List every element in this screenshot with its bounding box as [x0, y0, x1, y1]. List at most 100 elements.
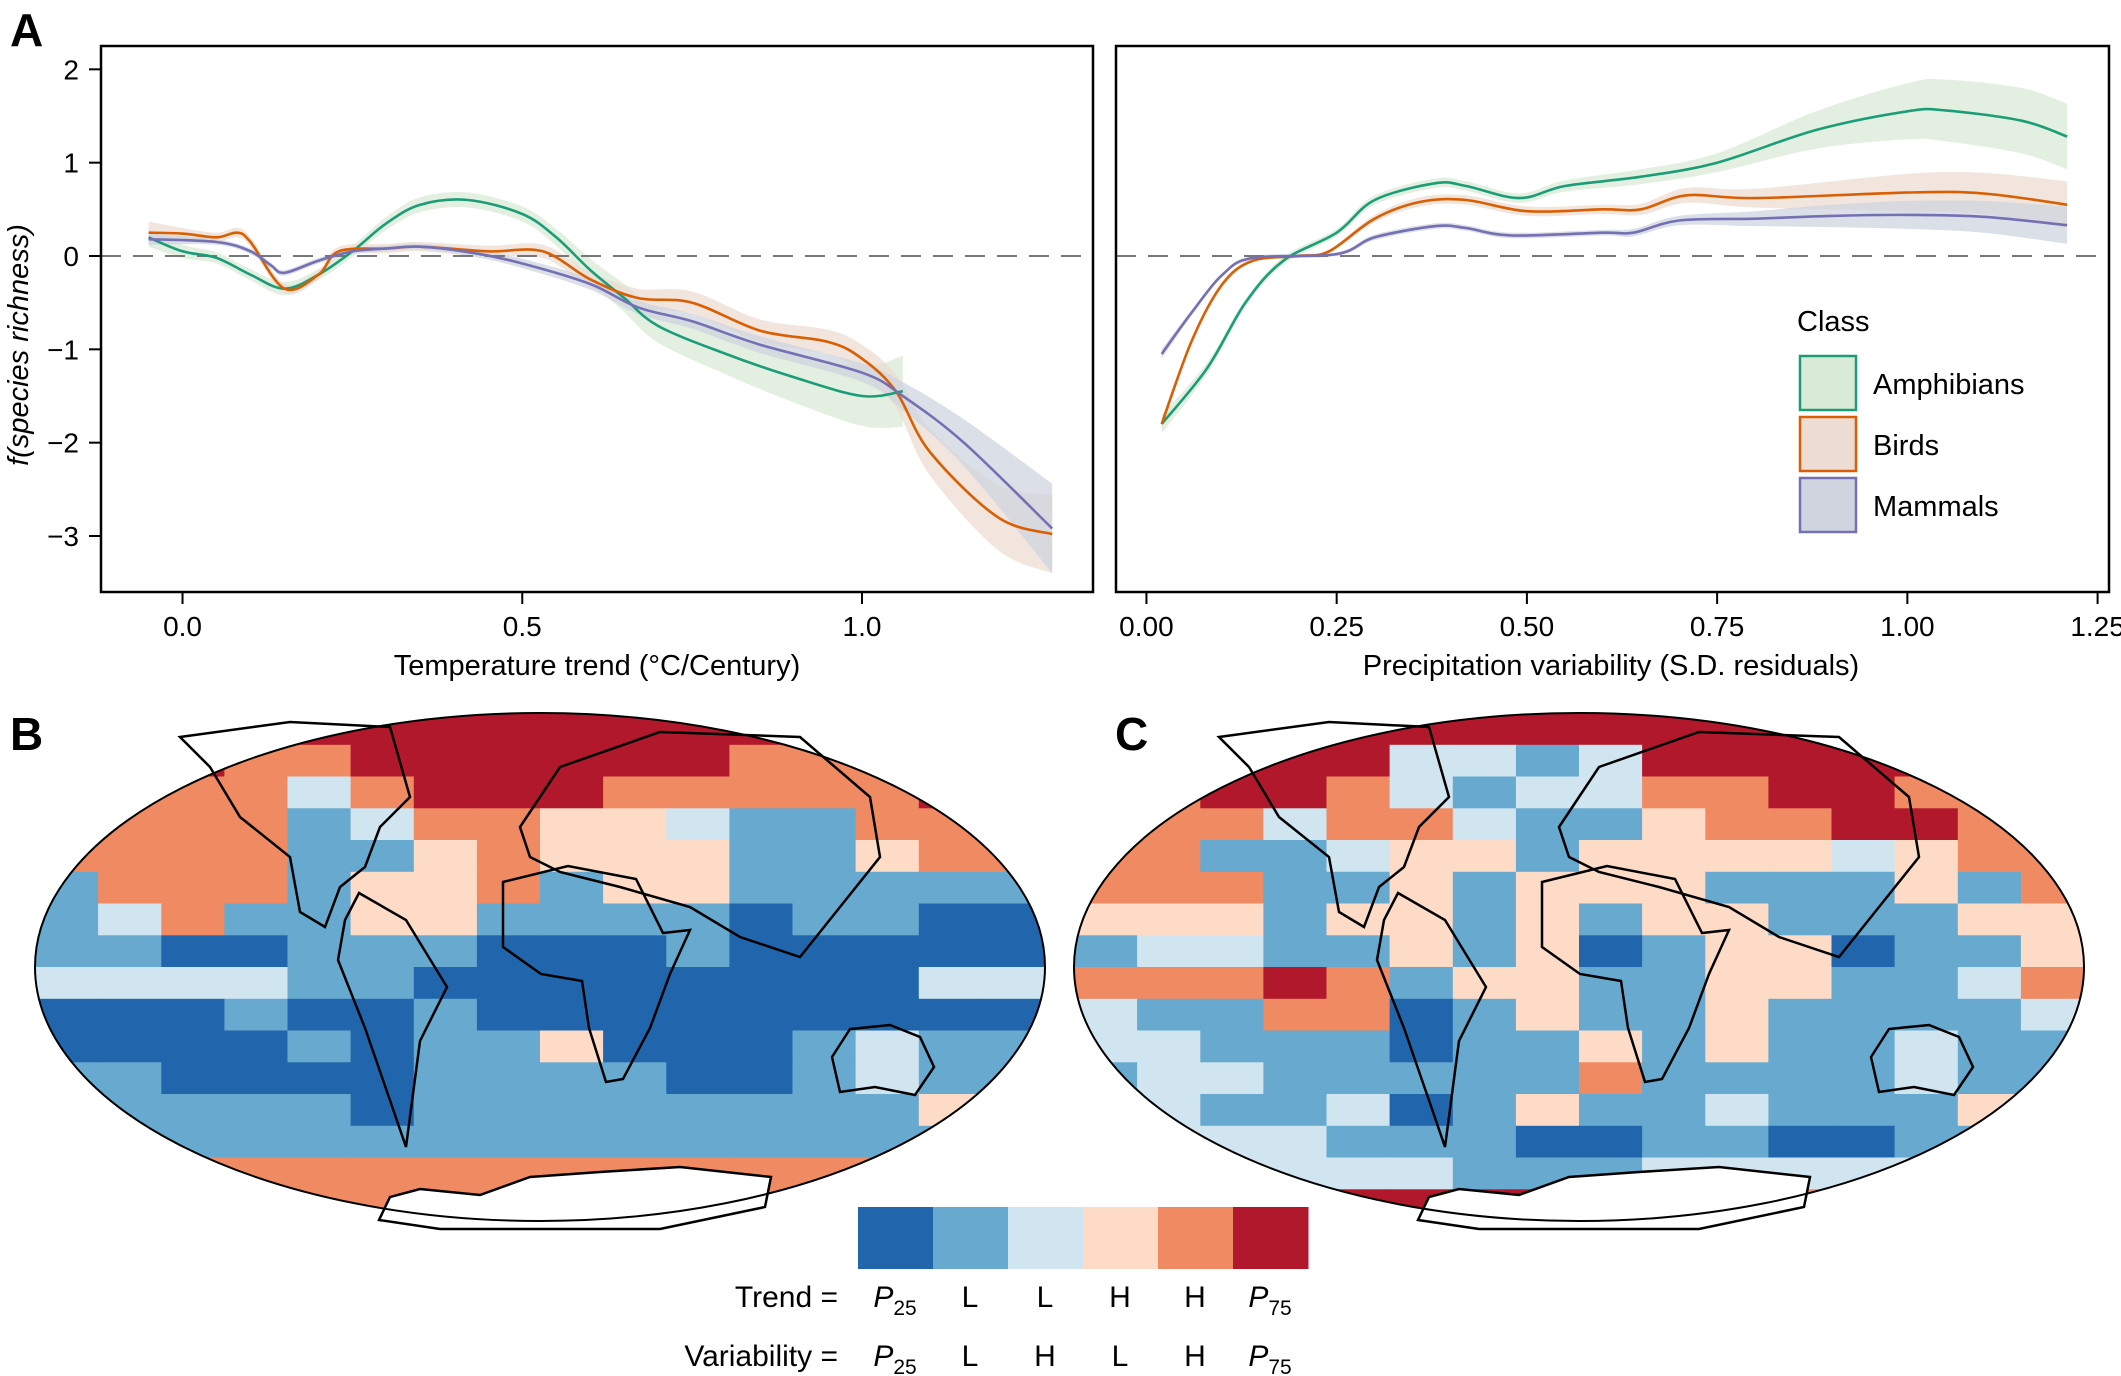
series-lines [1160, 107, 2068, 425]
map-cell [2020, 744, 2084, 778]
color-key-swatch [1233, 1207, 1309, 1269]
map-cell [476, 744, 541, 778]
map-cell [1957, 1125, 2022, 1159]
map-cell [1705, 935, 1770, 968]
map-cell [413, 1125, 478, 1159]
map-cell [98, 713, 162, 746]
map-cell [2020, 935, 2084, 968]
color-key-swatch [1083, 1207, 1159, 1269]
color-key-swatch [858, 1207, 934, 1269]
map-cell [161, 808, 226, 841]
x-tick-label: 0.25 [1309, 611, 1364, 642]
map-cell [1074, 1030, 1138, 1063]
color-key-label: P25 [873, 1340, 916, 1376]
label-main: H [1184, 1340, 1206, 1373]
map-cell [1137, 967, 1201, 1000]
color-key-label: L [962, 1340, 979, 1373]
map-cell [1957, 871, 2022, 905]
map-cell [855, 1030, 920, 1063]
color-key-label: P25 [873, 1281, 916, 1320]
map-cell [1831, 1094, 1896, 1127]
map-cell [792, 1094, 857, 1127]
map-cell [729, 808, 794, 841]
map-cell [35, 935, 99, 968]
map-cell [1894, 808, 1959, 841]
label-main: H [1184, 1281, 1206, 1314]
map-cell [1389, 967, 1454, 1000]
map-cell [161, 1125, 226, 1159]
map-cell [287, 998, 352, 1032]
map-cell [35, 1062, 99, 1095]
x-tick-label: 0.0 [163, 611, 202, 642]
map-cell [1515, 744, 1580, 778]
map-cell [476, 808, 541, 841]
label-main: L [962, 1281, 979, 1314]
map-cell [1515, 998, 1580, 1032]
map-cell [1579, 1062, 1643, 1095]
map-cell [918, 744, 983, 778]
map-cell [1074, 776, 1138, 809]
africa-outline [501, 864, 693, 1084]
map-cell [981, 1125, 1045, 1159]
map-cell [2020, 808, 2084, 841]
map-cell [1579, 1125, 1643, 1159]
legend-swatch-amphibians [1798, 354, 1858, 412]
map-cell [1831, 998, 1896, 1032]
map-cell [98, 1189, 162, 1221]
map-cell [287, 1094, 352, 1127]
map-cell [350, 1030, 415, 1063]
map-cell [2020, 1125, 2084, 1159]
map-cell [476, 871, 541, 905]
map-cell [350, 935, 415, 968]
map-cell [161, 1094, 226, 1127]
map-cell [35, 1189, 99, 1221]
map-cell [1452, 903, 1517, 936]
map-cell [35, 1157, 99, 1190]
series-lines [148, 198, 1054, 536]
map-cell [287, 1189, 352, 1221]
map-cell [1642, 744, 1706, 778]
map-cell [287, 1125, 352, 1159]
map-cell [35, 744, 99, 778]
x-tick-label: 1.00 [1880, 611, 1935, 642]
map-cell [1074, 1062, 1138, 1095]
map-cell [161, 840, 226, 873]
map-cell [981, 1062, 1045, 1095]
map-cell [729, 1062, 794, 1095]
map-cell [981, 744, 1045, 778]
map-cell [1642, 935, 1706, 968]
map-cell [540, 1094, 604, 1127]
map-cell [98, 871, 162, 905]
eurasia-outline [1557, 730, 1921, 959]
x-tick-label: 1.25 [2070, 611, 2121, 642]
map-cell [1074, 1094, 1138, 1127]
map-cell [666, 776, 731, 809]
map-cell [287, 713, 352, 746]
map-cell [1515, 871, 1580, 905]
south-america-outline [336, 891, 449, 1148]
map-cell [98, 903, 162, 936]
legend-title: Class [1797, 306, 1870, 338]
map-cell [981, 776, 1045, 809]
map-cell [1137, 903, 1201, 936]
label-main: P [1248, 1281, 1268, 1314]
map-cell [603, 776, 667, 809]
y-tick-label: −3 [47, 521, 79, 552]
map-cell [540, 998, 604, 1032]
map-cell [540, 744, 604, 778]
map-cell [918, 903, 983, 936]
map-cell [603, 871, 667, 905]
map-cell [1579, 1030, 1643, 1063]
map-cell [2020, 1094, 2084, 1127]
precipitation-plot: 0.00 0.25 0.50 0.75 1.00 1.25 Precipitation v… [1114, 44, 2121, 682]
label-main: L [1112, 1340, 1129, 1373]
map-cell [1705, 967, 1770, 1000]
coastlines [177, 720, 936, 1231]
map-cell [1705, 776, 1770, 809]
map-cell [1831, 1125, 1896, 1159]
map-cell [1515, 1094, 1580, 1127]
map-cells [1074, 713, 2084, 1221]
map-cell [1137, 935, 1201, 968]
map-cell [161, 871, 226, 905]
map-cell [1957, 1157, 2022, 1190]
